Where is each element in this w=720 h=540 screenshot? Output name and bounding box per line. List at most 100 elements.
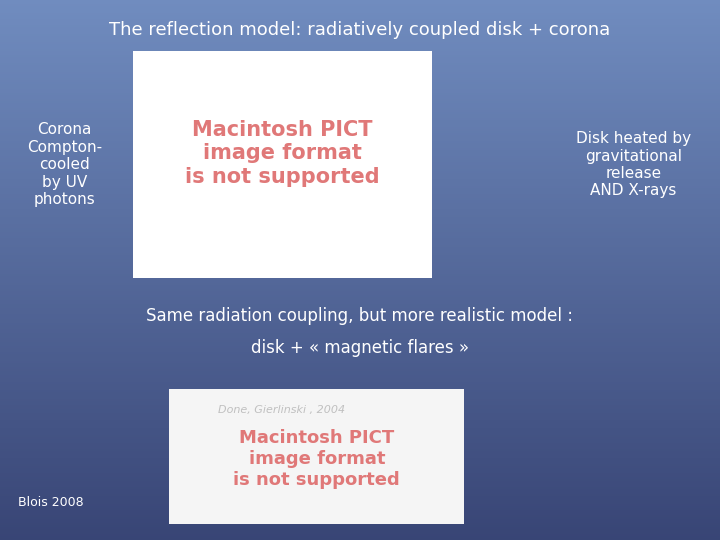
Bar [0, 384, 720, 386]
Bar [0, 114, 720, 116]
Bar [0, 266, 720, 268]
Bar [0, 23, 720, 25]
Bar [0, 449, 720, 451]
Bar [0, 261, 720, 264]
Bar [0, 479, 720, 481]
Bar [0, 491, 720, 494]
Bar [0, 281, 720, 282]
Bar [0, 42, 720, 44]
Bar [0, 258, 720, 259]
Bar [0, 352, 720, 354]
Bar [0, 282, 720, 285]
Bar [0, 144, 720, 146]
Bar [0, 188, 720, 190]
Bar [0, 375, 720, 377]
Bar [0, 422, 720, 424]
Bar [0, 40, 720, 42]
Bar [0, 354, 720, 356]
Bar [0, 146, 720, 147]
Bar [0, 80, 720, 82]
Bar [0, 350, 720, 352]
Text: Done, Gierlinski , 2004: Done, Gierlinski , 2004 [218, 406, 345, 415]
Bar [0, 382, 720, 384]
Bar [0, 528, 720, 529]
Bar [0, 393, 720, 394]
Bar [0, 348, 720, 350]
Bar [0, 175, 720, 177]
Bar [0, 215, 720, 217]
Bar [0, 181, 720, 184]
Bar [0, 529, 720, 531]
Bar [0, 447, 720, 449]
Bar [0, 342, 720, 344]
Bar [0, 226, 720, 228]
Bar [0, 298, 720, 300]
Bar [0, 78, 720, 80]
Bar [0, 200, 720, 202]
Bar [0, 194, 720, 196]
Bar [0, 485, 720, 487]
Bar [0, 205, 720, 207]
Bar [0, 70, 720, 72]
Bar [0, 344, 720, 346]
Bar [0, 63, 720, 65]
Bar [0, 28, 720, 30]
Bar [0, 57, 720, 59]
Bar [0, 184, 720, 186]
Bar [0, 89, 720, 91]
Bar [0, 508, 720, 510]
Bar [0, 534, 720, 536]
Bar [0, 190, 720, 192]
Bar [0, 110, 720, 112]
Bar [0, 68, 720, 70]
Bar [0, 335, 720, 338]
Bar [0, 168, 720, 171]
Bar [0, 228, 720, 230]
Bar [0, 224, 720, 226]
Bar [0, 523, 720, 525]
Bar [0, 179, 720, 181]
Bar [0, 333, 720, 335]
Bar [0, 147, 720, 150]
Bar [0, 209, 720, 211]
Bar [0, 285, 720, 287]
Bar [0, 279, 720, 281]
Bar [0, 30, 720, 32]
Bar [0, 512, 720, 515]
Bar [0, 2, 720, 4]
Bar [0, 489, 720, 491]
Bar [0, 95, 720, 97]
Bar [0, 477, 720, 479]
Bar [0, 141, 720, 144]
Bar [0, 46, 720, 49]
Bar [0, 213, 720, 215]
Bar [0, 445, 720, 447]
Bar [0, 405, 720, 407]
Bar [0, 515, 720, 517]
Bar [0, 338, 720, 340]
Bar [0, 84, 720, 86]
Bar [0, 367, 720, 369]
Bar [0, 525, 720, 528]
Bar [0, 531, 720, 534]
Bar [0, 221, 720, 224]
Bar [0, 131, 720, 133]
Bar [0, 441, 720, 443]
Bar [0, 443, 720, 445]
Bar [0, 289, 720, 291]
Bar [0, 237, 720, 238]
Bar [0, 468, 720, 470]
Bar [0, 310, 720, 312]
Bar [0, 137, 720, 139]
Bar [0, 416, 720, 417]
Bar [0, 276, 720, 279]
Bar [0, 238, 720, 240]
Bar [0, 232, 720, 234]
Text: Same radiation coupling, but more realistic model :: Same radiation coupling, but more realis… [146, 307, 574, 325]
Bar [0, 93, 720, 95]
Bar [0, 251, 720, 253]
Bar [0, 414, 720, 416]
Bar [0, 356, 720, 359]
Bar [0, 319, 720, 321]
Bar [0, 536, 720, 538]
